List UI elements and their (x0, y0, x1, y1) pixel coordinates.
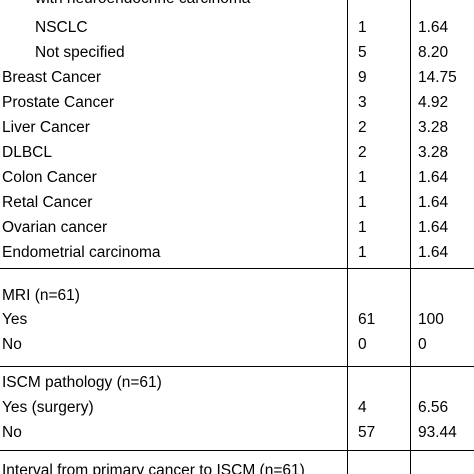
section-heading-row: ISCM pathology (n=61) (0, 370, 474, 395)
row-label: DLBCL (2, 144, 52, 161)
section-heading: ISCM pathology (n=61) (2, 374, 162, 391)
row-percent: 6.56 (418, 399, 449, 416)
row-label: No (2, 336, 22, 353)
row-label: with neuroendocrine carcinoma (35, 0, 250, 11)
row-count: 2 (358, 144, 367, 161)
row-count: 1 (358, 219, 367, 236)
row-percent: 8.20 (418, 44, 449, 61)
row-count: 3 (358, 94, 367, 111)
row-percent: 93.44 (418, 424, 457, 441)
table-row: Ovarian cancer 1 1.64 (0, 215, 474, 240)
section-heading: Interval from primary cancer to ISCM (n=… (2, 462, 305, 474)
table-row: Liver Cancer 2 3.28 (0, 115, 474, 140)
table-row: Endometrial carcinoma 1 1.64 (0, 240, 474, 265)
table-row: Prostate Cancer 3 4.92 (0, 90, 474, 115)
row-percent: 100 (418, 311, 444, 328)
table-row: Not specified 5 8.20 (0, 40, 474, 65)
row-percent: 0 (418, 336, 427, 353)
row-label: Not specified (35, 44, 125, 61)
table-row: Colon Cancer 1 1.64 (0, 165, 474, 190)
table-row: Yes 61 100 (0, 307, 474, 332)
row-count: 57 (358, 424, 376, 441)
row-count: 1 (358, 169, 367, 186)
row-percent: 1.64 (418, 219, 449, 236)
row-count: 4 (358, 399, 367, 416)
row-label: Breast Cancer (2, 69, 102, 86)
section-heading-row: Interval from primary cancer to ISCM (n=… (0, 458, 474, 474)
row-label: Yes (2, 311, 28, 328)
row-count: 0 (358, 336, 367, 353)
row-label: Yes (surgery) (2, 399, 94, 416)
row-count: 2 (358, 119, 367, 136)
row-count: 1 (358, 19, 367, 36)
row-count: 61 (358, 311, 376, 328)
row-count: 5 (358, 44, 367, 61)
section-divider-pathology (0, 366, 474, 367)
table-row: Retal Cancer 1 1.64 (0, 190, 474, 215)
section-heading: MRI (n=61) (2, 287, 80, 304)
row-label: Colon Cancer (2, 169, 97, 186)
table-row: DLBCL 2 3.28 (0, 140, 474, 165)
row-percent: 3.28 (418, 119, 449, 136)
row-label: Ovarian cancer (2, 219, 108, 236)
row-label: Prostate Cancer (2, 94, 114, 111)
row-count: 1 (358, 244, 367, 261)
row-percent: 1.64 (418, 169, 449, 186)
row-percent: 1.64 (418, 244, 449, 261)
table-row: NSCLC 1 1.64 (0, 15, 474, 40)
row-count: 9 (358, 69, 367, 86)
column-divider-n (347, 0, 348, 474)
row-percent: 1.64 (418, 19, 449, 36)
table-row: No 0 0 (0, 332, 474, 357)
row-count: 1 (358, 194, 367, 211)
row-percent: 14.75 (418, 69, 457, 86)
table-row: Yes (surgery) 4 6.56 (0, 395, 474, 420)
row-label: NSCLC (35, 19, 88, 36)
row-percent: 1.64 (418, 194, 449, 211)
column-divider-pct (410, 0, 411, 474)
row-percent: 4.92 (418, 94, 449, 111)
section-divider-interval (0, 450, 474, 451)
section-divider-mri (0, 268, 474, 269)
row-label: Liver Cancer (2, 119, 90, 136)
table-row: Breast Cancer 9 14.75 (0, 65, 474, 90)
row-label: Retal Cancer (2, 194, 93, 211)
row-label: Endometrial carcinoma (2, 244, 161, 261)
table-row: No 57 93.44 (0, 420, 474, 445)
table-row: with neuroendocrine carcinoma (0, 0, 474, 11)
section-heading-row: MRI (n=61) (0, 283, 474, 308)
row-percent: 3.28 (418, 144, 449, 161)
row-label: No (2, 424, 22, 441)
